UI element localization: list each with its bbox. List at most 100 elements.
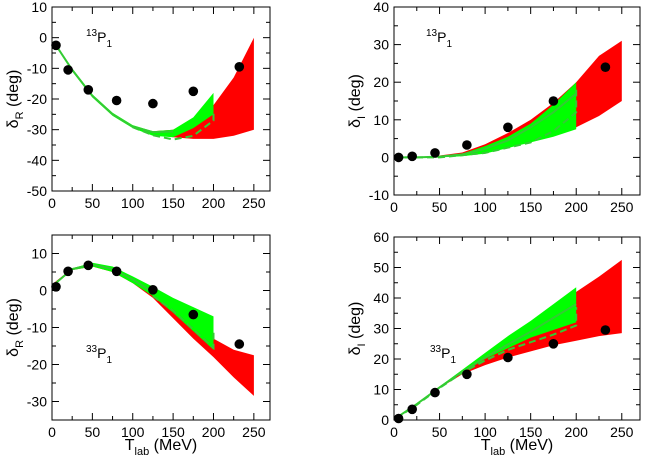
x-tick-label: 100: [121, 424, 145, 440]
partial-wave-label: 13P1: [426, 28, 452, 50]
data-point: [51, 40, 61, 51]
y-tick-label: 40: [373, 0, 389, 15]
x-axis-label: Tlab (MeV): [481, 437, 553, 458]
y-tick-label: 10: [31, 0, 47, 15]
data-point: [430, 148, 440, 158]
y-axis-label: δI (deg): [347, 302, 368, 356]
x-tick-label: 200: [202, 195, 226, 211]
data-point: [407, 151, 418, 162]
y-tick-label: 30: [373, 321, 389, 337]
y-tick-label: 30: [373, 37, 389, 53]
x-tick-label: 0: [390, 199, 398, 215]
x-tick-label: 150: [161, 424, 185, 440]
y-tick-label: 10: [373, 112, 389, 128]
x-tick-label: 200: [565, 199, 589, 215]
red-uncertainty-band: [132, 37, 254, 139]
data-point: [63, 266, 73, 277]
y-tick-label: 10: [373, 382, 389, 398]
partial-wave-label: 13P1: [86, 28, 112, 50]
x-tick-label: 250: [242, 195, 266, 211]
x-tick-label: 100: [121, 195, 145, 211]
data-point: [503, 122, 513, 133]
y-tick-label: 10: [31, 246, 47, 262]
x-tick-label: 200: [565, 424, 589, 440]
y-axis-label: δI (deg): [347, 74, 368, 128]
partial-wave-label: 33P1: [86, 344, 112, 366]
x-tick-label: 0: [48, 195, 56, 211]
data-point: [51, 282, 61, 292]
data-point: [188, 309, 199, 320]
x-tick-label: 150: [519, 424, 543, 440]
data-point: [462, 369, 472, 380]
y-tick-label: -50: [27, 183, 47, 199]
data-point: [462, 140, 472, 150]
y-tick-label: -10: [369, 187, 389, 203]
y-tick-label: -30: [27, 122, 47, 138]
chart-panel-top-left: 0 50 100 150 200 250 -50 -40 -30 -20 -10 0 10 δR (deg…: [5, 0, 271, 211]
y-tick-label: 20: [373, 351, 389, 367]
solid-curve: [52, 41, 174, 134]
x-tick-label: 100: [473, 199, 497, 215]
x-tick-label: 0: [48, 424, 56, 440]
data-point: [548, 96, 559, 106]
y-axis-label: δR (deg): [5, 70, 26, 129]
y-tick-label: 50: [373, 260, 389, 276]
y-tick-label: -10: [27, 320, 47, 336]
data-point: [234, 62, 245, 72]
plot-area: [52, 37, 254, 141]
y-tick-label: 0: [39, 283, 47, 299]
y-tick-label: -40: [27, 152, 47, 168]
x-tick-label: 150: [161, 195, 185, 211]
y-tick-label: -10: [27, 60, 47, 76]
chart-panel-bottom-left: 0 50 100 150 200 250 -30 -20 -10 0 10 δR (deg) Tlab …: [5, 234, 271, 458]
data-point: [148, 98, 158, 109]
data-point: [83, 85, 94, 95]
x-tick-label: 100: [473, 424, 497, 440]
data-point: [600, 62, 611, 72]
y-tick-label: -30: [27, 394, 47, 410]
partial-wave-label: 33P1: [430, 344, 456, 366]
data-point: [600, 325, 611, 335]
y-tick-label: 0: [39, 30, 47, 46]
x-tick-label: 50: [85, 195, 101, 211]
green-uncertainty-band: [53, 262, 214, 350]
data-point: [548, 339, 559, 349]
data-point: [63, 65, 73, 75]
dashed-curve: [152, 295, 215, 351]
data-point: [111, 266, 122, 277]
y-tick-label: 20: [373, 74, 389, 90]
y-tick-label: -20: [27, 91, 47, 107]
y-tick-label: 60: [373, 229, 389, 245]
green-uncertainty-band: [394, 82, 577, 158]
dashed-curve: [394, 89, 578, 159]
x-tick-label: 150: [519, 199, 543, 215]
plot-area: [394, 40, 622, 159]
x-tick-label: 0: [390, 424, 398, 440]
data-point: [148, 285, 158, 295]
data-point: [111, 95, 122, 106]
data-point: [407, 404, 418, 415]
solid-curve: [394, 92, 577, 159]
plot-area: [395, 259, 622, 420]
data-point: [503, 352, 513, 363]
y-tick-label: 40: [373, 290, 389, 306]
x-tick-label: 200: [202, 424, 226, 440]
y-tick-label: 0: [381, 412, 389, 428]
data-point: [393, 413, 404, 424]
data-point: [430, 387, 440, 398]
plot-area: [52, 262, 254, 396]
data-point: [83, 260, 94, 271]
x-tick-label: 250: [610, 424, 634, 440]
x-tick-label: 50: [432, 199, 448, 215]
x-tick-label: 250: [610, 199, 634, 215]
dashed-curve: [395, 307, 578, 420]
x-tick-label: 50: [85, 424, 101, 440]
dashed-curve: [132, 111, 215, 141]
chart-panel-bottom-right: 0 50 100 150 200 250 0 10 20 30 40 50 60 δI (deg) Tlab…: [347, 229, 641, 458]
y-axis-label: δR (deg): [5, 298, 26, 357]
y-tick-label: -20: [27, 357, 47, 373]
data-point: [188, 86, 199, 97]
x-axis-label: Tlab (MeV): [125, 437, 197, 458]
y-tick-label: 0: [381, 149, 389, 165]
